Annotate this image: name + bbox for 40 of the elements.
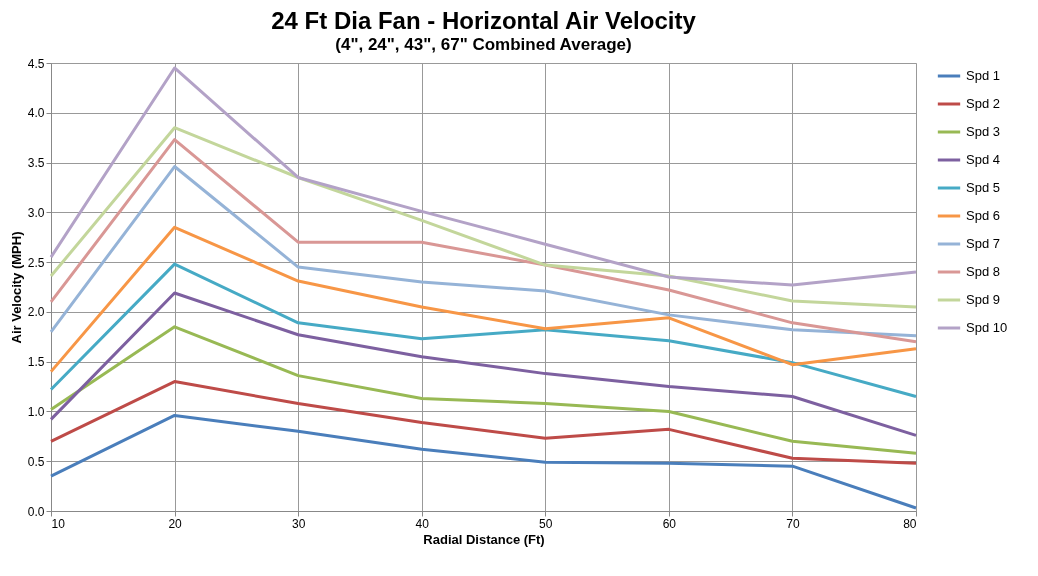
legend-label: Spd 8 [966, 264, 1000, 279]
line-series [49, 291, 918, 437]
x-axis-title: Radial Distance (Ft) [423, 531, 545, 547]
y-tick-label: 0.0 [27, 504, 45, 519]
y-tick-label: 4.5 [27, 56, 45, 71]
legend-label: Spd 6 [966, 208, 1000, 223]
legend-label: Spd 3 [966, 124, 1000, 139]
y-axis-title: Air Velocity (MPH) [8, 231, 24, 344]
x-tick-label: 70 [786, 516, 800, 531]
x-tick-label: 80 [903, 516, 917, 531]
y-tick-label: 2.5 [27, 255, 45, 270]
y-tick-label: 0.5 [27, 454, 45, 469]
legend-label: Spd 4 [966, 152, 1000, 167]
legend-label: Spd 5 [966, 180, 1000, 195]
legend-label: Spd 10 [966, 320, 1008, 335]
line-series [49, 165, 918, 338]
y-tick-label: 1.0 [27, 404, 45, 419]
y-tick-label: 1.5 [27, 355, 45, 370]
y-tick-label: 2.0 [27, 305, 45, 320]
x-tick-label: 30 [291, 516, 306, 531]
x-tick-label: 60 [662, 516, 677, 531]
line-series [49, 325, 918, 455]
y-tick-label: 4.0 [27, 106, 45, 121]
line-series [49, 138, 918, 344]
x-tick-label: 50 [539, 516, 553, 531]
line-series [49, 380, 918, 465]
x-tick-label: 40 [415, 516, 430, 531]
legend-label: Spd 9 [966, 292, 1000, 307]
y-tick-label: 3.5 [27, 156, 45, 171]
line-series [49, 126, 918, 309]
line-series [49, 262, 918, 399]
y-tick-label: 3.0 [27, 205, 45, 220]
x-tick-label: 20 [168, 516, 183, 531]
legend-label: Spd 7 [966, 236, 1000, 251]
legend-label: Spd 2 [966, 96, 1000, 111]
chart-title: 24 Ft Dia Fan - Horizontal Air Velocity [271, 7, 697, 34]
legend-label: Spd 1 [966, 68, 1000, 83]
chart-subtitle: (4", 24", 43", 67" Combined Average) [335, 35, 632, 54]
x-tick-label: 10 [51, 516, 66, 531]
line-series [49, 225, 918, 374]
